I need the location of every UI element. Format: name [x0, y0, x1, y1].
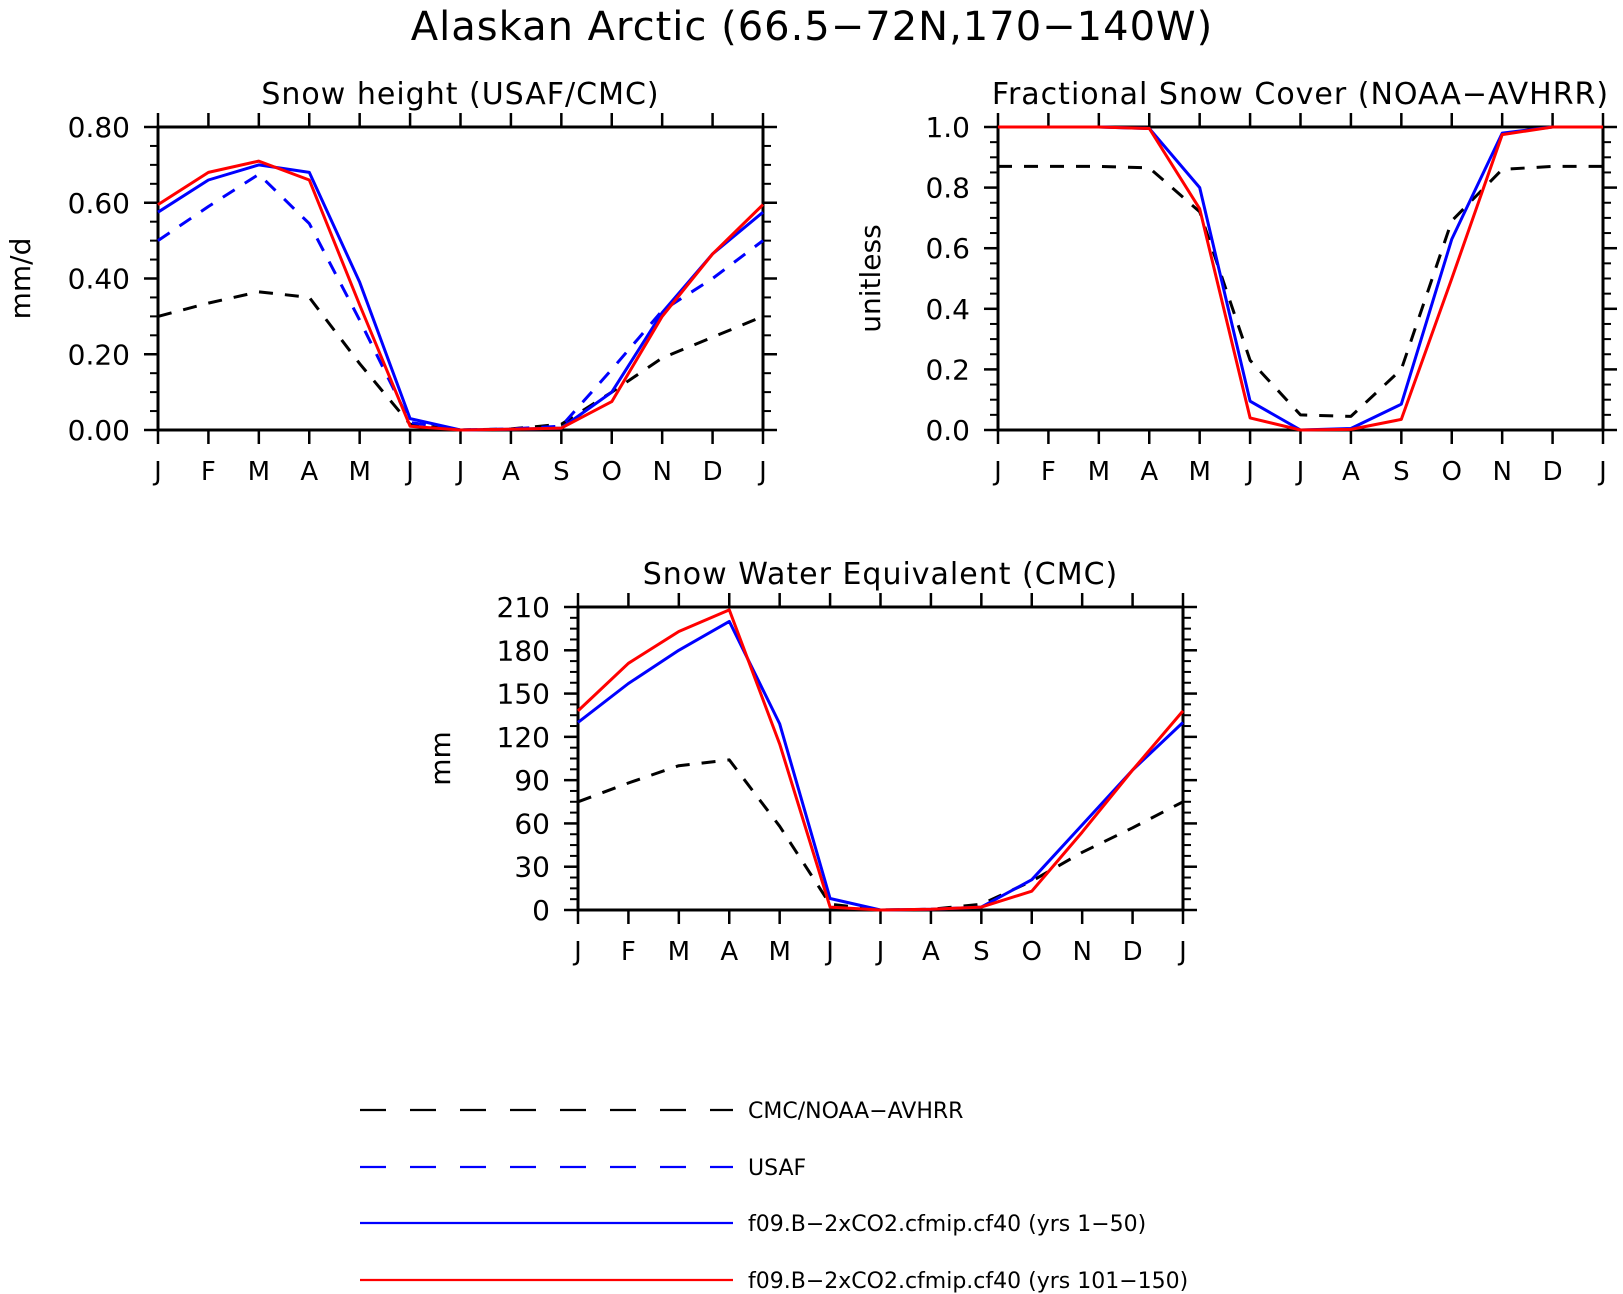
- x-tick-label: J: [992, 457, 1002, 487]
- x-tick-label: A: [502, 457, 520, 487]
- y-tick-label: 0: [532, 894, 550, 927]
- legend: CMC/NOAA−AVHRR USAF f09.B−2xCO2.cfmip.cf40…: [360, 1099, 1188, 1294]
- y-tick-label: 0.6: [925, 232, 970, 265]
- x-tick-label: D: [1123, 937, 1143, 967]
- plot-frame: [576, 605, 1185, 912]
- y-tick-label: 150: [497, 678, 550, 711]
- x-tick-label: F: [1041, 457, 1056, 487]
- y-tick-label: 0.00: [68, 414, 130, 447]
- series-line-4: [998, 125, 1603, 432]
- x-tick-label: A: [720, 937, 738, 967]
- x-tick-label: N: [1492, 457, 1511, 487]
- y-tick-label: 90: [514, 764, 550, 797]
- plot-frame: [996, 125, 1605, 432]
- y-axis-label: mm: [424, 731, 457, 786]
- x-tick-label: O: [1442, 457, 1462, 487]
- figure-title: Alaskan Arctic (66.5−72N,170−140W): [411, 4, 1213, 50]
- chart-panel-1: Snow height (USAF/CMC)mm/dJ F M A M J J A S O N D J0…: [4, 77, 777, 487]
- y-tick-label: 1.0: [925, 111, 970, 144]
- x-tick-label: J: [875, 937, 885, 967]
- legend-label: USAF: [748, 1156, 806, 1181]
- y-tick-label: 0.2: [925, 353, 970, 386]
- x-tick-label: N: [652, 457, 671, 487]
- x-tick-label: M: [1088, 457, 1110, 487]
- y-tick-label: 60: [514, 807, 550, 840]
- x-tick-label: M: [1188, 457, 1210, 487]
- y-tick-label: 180: [497, 634, 550, 667]
- y-tick-label: 0.8: [925, 172, 970, 205]
- x-tick-label: N: [1072, 937, 1091, 967]
- x-tick-label: M: [248, 457, 270, 487]
- legend-label: f09.B−2xCO2.cfmip.cf40 (yrs 1−50): [748, 1212, 1146, 1237]
- x-tick-label: S: [1393, 457, 1410, 487]
- y-tick-label: 0.4: [925, 293, 970, 326]
- x-tick-label: F: [621, 937, 636, 967]
- y-tick-label: 210: [497, 591, 550, 624]
- series-line-3: [157, 163, 764, 432]
- legend-label: CMC/NOAA−AVHRR: [748, 1099, 963, 1124]
- y-axis-label: mm/d: [4, 238, 37, 320]
- series-line-1: [998, 164, 1603, 418]
- y-tick-label: 0.60: [68, 187, 130, 220]
- x-tick-label: M: [668, 937, 690, 967]
- plot-frame: [156, 125, 765, 432]
- y-tick-label: 0.40: [68, 263, 130, 296]
- panel-title: Fractional Snow Cover (NOAA−AVHRR): [992, 77, 1609, 112]
- series-line-1: [157, 290, 764, 432]
- y-tick-label: 120: [497, 721, 550, 754]
- legend-item: CMC/NOAA−AVHRR: [360, 1099, 963, 1124]
- x-tick-label: M: [348, 457, 370, 487]
- x-tick-label: O: [1022, 937, 1042, 967]
- x-tick-label: J: [824, 937, 834, 967]
- panel-title: Snow height (USAF/CMC): [261, 77, 659, 112]
- series-line-1: [577, 758, 1184, 912]
- x-tick-label: J: [757, 457, 767, 487]
- x-tick-label: D: [1543, 457, 1563, 487]
- x-tick-label: M: [768, 937, 790, 967]
- x-tick-label: J: [1244, 457, 1254, 487]
- x-tick-label: A: [922, 937, 940, 967]
- series-line-3: [577, 619, 1185, 912]
- y-tick-label: 30: [514, 851, 550, 884]
- legend-item: USAF: [360, 1156, 806, 1181]
- y-tick-label: 0.20: [68, 338, 130, 371]
- x-tick-label: F: [201, 457, 216, 487]
- chart-panel-3: Snow Water Equivalent (CMC)mmJ F M A M J J A S O N…: [424, 557, 1197, 967]
- x-tick-label: J: [572, 937, 582, 967]
- series-line-4: [157, 159, 765, 432]
- x-tick-label: S: [973, 937, 990, 967]
- x-tick-label: O: [602, 457, 622, 487]
- x-tick-label: J: [152, 457, 162, 487]
- panel-title: Snow Water Equivalent (CMC): [643, 557, 1118, 592]
- x-tick-label: A: [1140, 457, 1158, 487]
- x-tick-label: J: [455, 457, 465, 487]
- x-tick-label: J: [404, 457, 414, 487]
- y-tick-label: 0.80: [68, 111, 130, 144]
- y-axis-label: unitless: [854, 224, 887, 332]
- series-line-4: [576, 608, 1185, 912]
- x-tick-label: D: [703, 457, 723, 487]
- x-tick-label: J: [1597, 457, 1607, 487]
- chart-panel-2: Fractional Snow Cover (NOAA−AVHRR) unitle…: [854, 77, 1617, 487]
- x-tick-label: A: [300, 457, 318, 487]
- x-tick-label: S: [553, 457, 570, 487]
- legend-item: f09.B−2xCO2.cfmip.cf40 (yrs 1−50): [360, 1212, 1146, 1237]
- x-tick-label: J: [1177, 937, 1187, 967]
- x-tick-label: A: [1342, 457, 1360, 487]
- legend-label: f09.B−2xCO2.cfmip.cf40 (yrs 101−150): [748, 1269, 1188, 1294]
- x-tick-label: J: [1295, 457, 1305, 487]
- series-line-3: [998, 125, 1603, 432]
- y-tick-label: 0.0: [925, 414, 970, 447]
- panels: Snow height (USAF/CMC)mm/dJ F M A M J J A S O N D J0…: [4, 77, 1617, 967]
- legend-item: f09.B−2xCO2.cfmip.cf40 (yrs 101−150): [360, 1269, 1188, 1294]
